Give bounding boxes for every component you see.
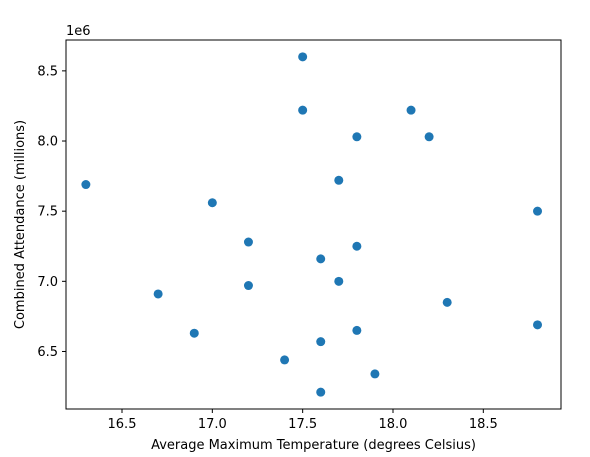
scatter-point (81, 180, 91, 190)
scatter-point (280, 355, 290, 365)
y-tick-label: 8.5 (37, 64, 58, 79)
scatter-point (189, 328, 199, 338)
x-tick-label: 17.5 (288, 417, 317, 432)
x-tick-label: 18.0 (379, 417, 408, 432)
x-tick-label: 18.5 (469, 417, 498, 432)
y-tick-label: 7.5 (37, 205, 58, 220)
y-tick-label: 8.0 (37, 135, 58, 150)
scatter-point (153, 289, 163, 299)
points-layer (81, 52, 543, 397)
scatter-point (243, 281, 253, 291)
scatter-point (370, 369, 380, 379)
scatter-point (352, 241, 362, 251)
scatter-point (298, 105, 308, 115)
scatter-point (334, 276, 344, 286)
x-axis-label: Average Maximum Temperature (degrees Cel… (151, 438, 476, 453)
scatter-point (316, 254, 326, 264)
y-tick-label: 6.5 (37, 345, 58, 360)
scatter-point (533, 206, 543, 216)
scatter-point (352, 325, 362, 335)
x-tick-label: 16.5 (108, 417, 137, 432)
x-axis-ticks: 16.5 17.0 17.5 18.0 18.5 (108, 409, 498, 432)
scatter-point (352, 132, 362, 142)
scatter-point (334, 175, 344, 185)
y-axis-offset-label: 1e6 (66, 24, 91, 39)
scatter-point (406, 105, 416, 115)
scatter-point (533, 320, 543, 330)
scatter-point (298, 52, 308, 62)
plot-area (65, 39, 562, 410)
scatter-point (424, 132, 434, 142)
y-tick-label: 7.0 (37, 275, 58, 290)
y-axis-label: Combined Attendance (millions) (13, 120, 28, 329)
scatter-point (243, 237, 253, 247)
x-tick-label: 17.0 (198, 417, 227, 432)
scatter-point (207, 198, 217, 208)
scatter-point (316, 387, 326, 397)
scatter-point (316, 337, 326, 347)
scatter-point (442, 297, 452, 307)
y-axis-ticks: 6.5 7.0 7.5 8.0 8.5 (37, 64, 66, 360)
